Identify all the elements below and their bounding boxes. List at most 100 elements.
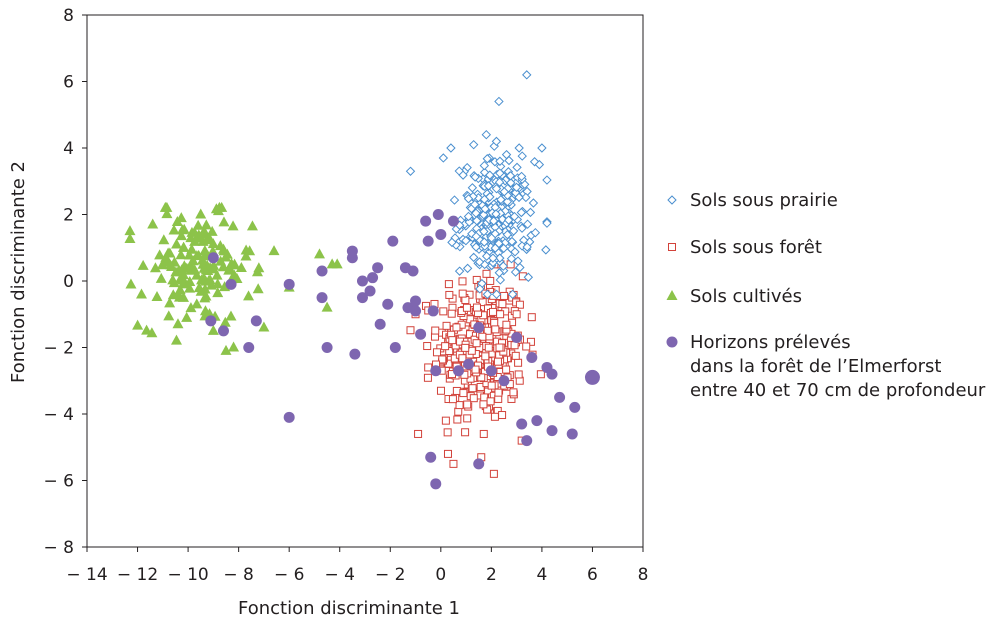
x-tick-label: − 6 <box>274 565 304 585</box>
prairie-point <box>491 209 501 219</box>
forest-point <box>445 347 454 356</box>
forest-point <box>443 449 452 458</box>
horizon-point <box>389 342 401 353</box>
prairie-point <box>514 143 524 153</box>
forest-point <box>463 414 472 423</box>
cultivated-point <box>177 278 189 289</box>
cultivated-point <box>185 302 197 313</box>
forest-point <box>458 277 467 286</box>
cultivated-point <box>258 321 270 332</box>
prairie-point <box>488 253 498 263</box>
prairie-point <box>516 207 527 218</box>
forest-point <box>463 400 472 409</box>
x-tick-label: 4 <box>536 565 547 585</box>
cultivated-point <box>244 245 256 256</box>
prairie-point <box>481 129 492 140</box>
cultivated-point <box>251 266 263 277</box>
cultivated-point <box>135 288 147 299</box>
horizon-point <box>430 365 442 377</box>
horizon-point <box>349 348 361 360</box>
prairie-point <box>528 198 539 208</box>
prairie-point <box>468 139 479 150</box>
forest-point <box>484 343 493 352</box>
y-tick-label: − 6 <box>44 472 74 492</box>
forest-point <box>423 342 432 351</box>
prairie-point <box>494 177 505 187</box>
forest-point <box>472 275 481 284</box>
forest-point <box>527 313 536 322</box>
cultivated-point <box>177 241 189 252</box>
forest-point <box>444 280 453 289</box>
cultivated-point <box>212 205 224 216</box>
prairie-point <box>491 289 502 300</box>
prairie-point <box>505 171 516 181</box>
cultivated-point <box>208 263 220 274</box>
prairie-point <box>438 153 449 163</box>
forest-point <box>458 354 467 363</box>
prairie-point <box>471 231 481 242</box>
horizon-point <box>356 292 368 304</box>
prairie-point <box>468 252 479 263</box>
cultivated-point <box>199 292 211 303</box>
cultivated-point <box>158 234 170 245</box>
prairie-point <box>517 151 527 161</box>
prairie-point <box>479 226 489 237</box>
horizon-point <box>566 428 578 440</box>
forest-point <box>490 412 499 421</box>
prairie-point <box>500 206 510 216</box>
cultivated-point <box>206 225 218 236</box>
cultivated-point <box>151 291 163 302</box>
forest-point <box>472 303 481 312</box>
cultivated-point <box>196 274 208 285</box>
forest-point <box>509 388 518 397</box>
prairie-point <box>508 226 519 236</box>
prairie-point <box>446 143 456 153</box>
horizon-point <box>374 318 386 330</box>
horizon-point <box>430 478 442 490</box>
cultivated-point <box>168 224 180 235</box>
x-tick-label: 6 <box>587 565 598 585</box>
cultivated-point <box>168 277 180 288</box>
forest-point <box>500 291 509 300</box>
forest-point <box>448 336 457 345</box>
horizon-point <box>432 209 444 220</box>
horizon-point <box>521 435 533 447</box>
prairie-point <box>510 247 520 257</box>
forest-point <box>471 365 480 374</box>
prairie-point <box>462 263 473 274</box>
series-2 <box>124 201 343 355</box>
prairie-point <box>498 243 509 254</box>
horizon-point <box>372 262 384 274</box>
cultivated-point <box>229 259 241 270</box>
cultivated-point <box>188 226 200 237</box>
cultivated-point <box>171 238 183 249</box>
cultivated-point <box>178 291 190 302</box>
cultivated-point <box>198 262 210 273</box>
horizon-point <box>425 451 437 463</box>
forest-point <box>453 415 462 424</box>
prairie-point <box>483 181 494 191</box>
prairie-point <box>542 175 552 185</box>
forest-point <box>458 289 467 298</box>
prairie-point <box>454 266 465 276</box>
prairie-point <box>509 211 520 222</box>
forest-point <box>515 300 524 309</box>
horizon-point <box>283 411 295 423</box>
horizon-point <box>316 265 328 277</box>
forest-point <box>489 469 498 478</box>
cultivated-point <box>191 298 203 309</box>
horizon-point <box>554 391 566 403</box>
cultivated-point <box>164 259 176 270</box>
horizon-point <box>321 342 333 353</box>
prairie-point <box>491 136 502 147</box>
cultivated-point <box>212 287 224 298</box>
cultivated-point <box>314 248 326 259</box>
forest-point <box>522 342 531 351</box>
prairie-point <box>475 284 485 294</box>
cultivated-point <box>218 216 230 227</box>
prairie-point <box>495 275 506 285</box>
horizon-point <box>473 458 485 470</box>
forest-point <box>452 386 461 395</box>
legend: Sols sous prairie Sols sous forêt Sols cul… <box>666 190 986 401</box>
x-tick-label: 0 <box>435 565 446 585</box>
